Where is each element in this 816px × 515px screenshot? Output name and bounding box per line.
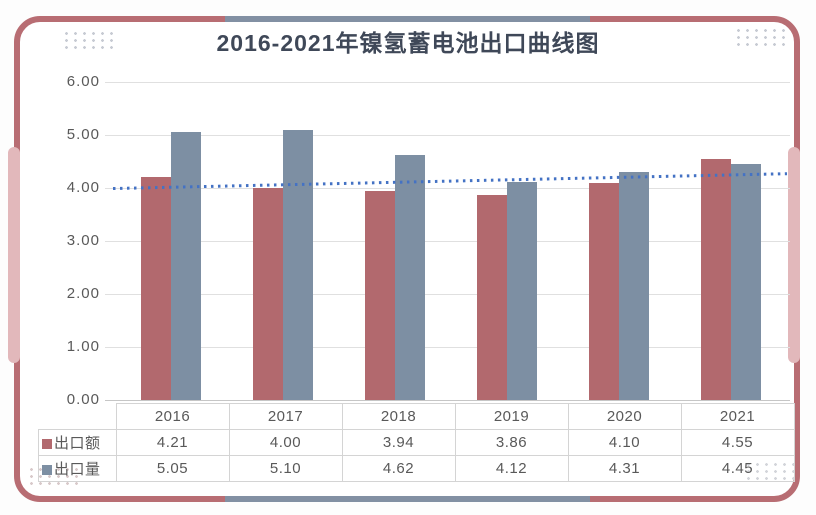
legend-label-出口额: 出口额 <box>38 429 117 456</box>
dot-grid-decoration <box>62 30 114 50</box>
table-value-cell: 5.10 <box>228 455 343 482</box>
table-value-cell: 4.21 <box>115 429 230 456</box>
bar-出口额-2016 <box>141 177 171 400</box>
bar-出口额-2017 <box>253 188 283 400</box>
bar-出口额-2018 <box>365 191 395 400</box>
data-table: 2016 2017 2018 2019 2020 2021 出口额 4.21 4.00 3.94 3… <box>38 403 795 482</box>
y-axis-tick-label: 5.00 <box>66 126 100 143</box>
table-corner-blank <box>39 404 117 430</box>
bar-出口量-2021 <box>731 164 761 400</box>
table-value-cell: 5.05 <box>115 455 230 482</box>
y-axis-tick-label: 4.00 <box>66 179 100 196</box>
table-header-year: 2018 <box>341 403 456 430</box>
legend-label-出口量: 出口量 <box>38 455 117 482</box>
bar-出口量-2018 <box>395 155 425 400</box>
bar-出口额-2021 <box>701 159 731 400</box>
table-value-cell: 4.45 <box>680 455 795 482</box>
y-axis-tick-label: 0.00 <box>66 391 100 408</box>
table-header-year: 2019 <box>454 403 569 430</box>
table-value-cell: 3.94 <box>341 429 456 456</box>
plot-area <box>105 82 790 401</box>
top-border-accent <box>225 16 590 22</box>
table-header-year: 2017 <box>228 403 343 430</box>
bar-出口额-2019 <box>477 195 507 400</box>
gridline <box>105 135 790 136</box>
gridline <box>105 400 790 401</box>
gridline <box>105 241 790 242</box>
bar-出口量-2017 <box>283 130 313 400</box>
y-axis: 6.00 5.00 4.00 3.00 2.00 1.00 0.00 <box>38 73 100 418</box>
table-value-cell: 4.31 <box>567 455 682 482</box>
gridline <box>105 82 790 83</box>
bar-出口额-2020 <box>589 183 619 400</box>
y-axis-tick-label: 1.00 <box>66 338 100 355</box>
chart-title: 2016-2021年镍氢蓄电池出口曲线图 <box>216 30 600 56</box>
legend-swatch <box>42 439 52 449</box>
table-header-year: 2021 <box>680 403 795 430</box>
y-axis-tick-label: 3.00 <box>66 232 100 249</box>
bar-出口量-2020 <box>619 172 649 400</box>
table-value-cell: 4.12 <box>454 455 569 482</box>
y-axis-tick-label: 6.00 <box>66 73 100 90</box>
left-handle-decoration <box>8 147 20 363</box>
bar-出口量-2019 <box>507 182 537 400</box>
table-header-year: 2016 <box>115 403 230 430</box>
table-value-cell: 4.55 <box>680 429 795 456</box>
y-axis-tick-label: 2.00 <box>66 285 100 302</box>
table-value-cell: 4.62 <box>341 455 456 482</box>
table-header-year: 2020 <box>567 403 682 430</box>
gridline <box>105 294 790 295</box>
legend-swatch <box>42 465 52 475</box>
bar-出口量-2016 <box>171 132 201 400</box>
gridline <box>105 188 790 189</box>
table-value-cell: 3.86 <box>454 429 569 456</box>
gridline <box>105 347 790 348</box>
right-handle-decoration <box>788 147 800 363</box>
bottom-border-accent <box>225 496 590 502</box>
table-value-cell: 4.00 <box>228 429 343 456</box>
table-value-cell: 4.10 <box>567 429 682 456</box>
dot-grid-decoration <box>734 27 786 47</box>
